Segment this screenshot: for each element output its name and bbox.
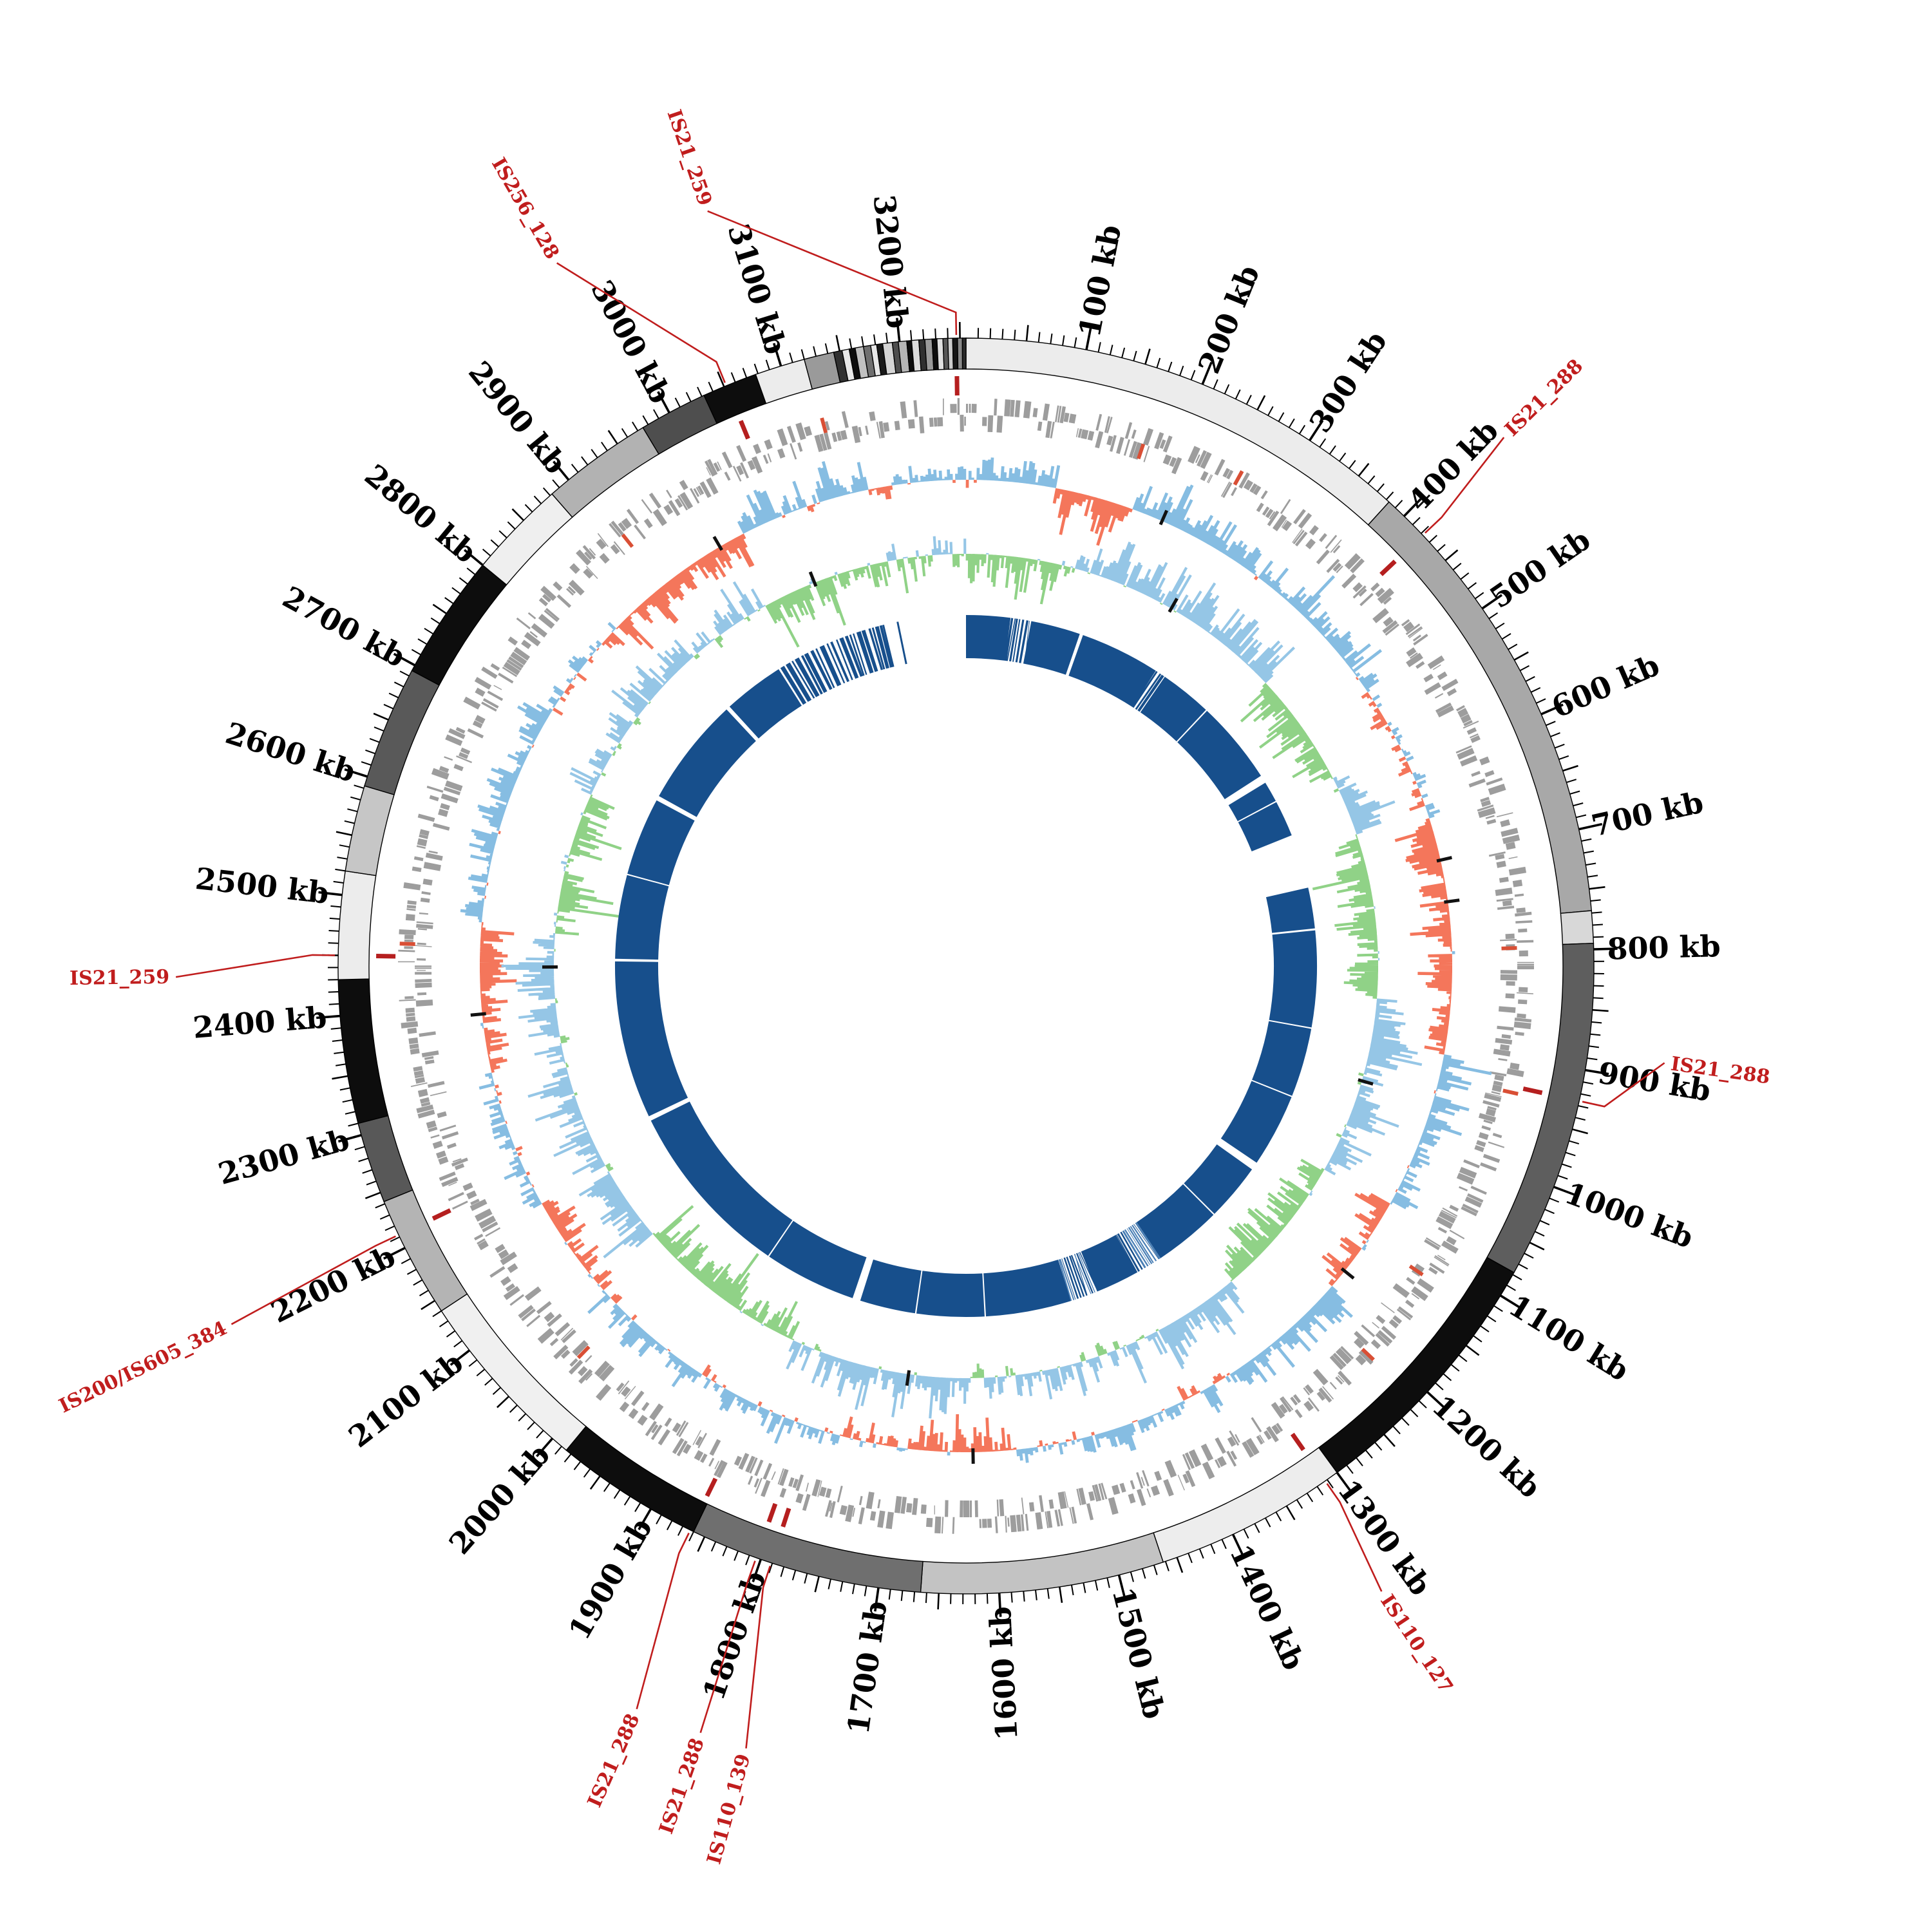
contig-segment	[551, 427, 659, 518]
is-label-connector	[707, 210, 958, 336]
gc-content-ring-black-marks	[470, 509, 1460, 1464]
is-element-label: IS21_259	[663, 107, 716, 209]
contig-segment	[1486, 942, 1595, 1273]
tick-label: 700 kb	[1588, 784, 1707, 843]
tick-label: 2200 kb	[265, 1238, 401, 1330]
gene-density-ring	[397, 398, 1535, 1534]
tick-label: 300 kb	[1303, 325, 1394, 439]
tick-label: 1300 kb	[1331, 1473, 1438, 1602]
contig-segment	[1560, 910, 1595, 945]
tick-label: 600 kb	[1547, 647, 1665, 724]
is-element-label: IS21_288	[1501, 355, 1587, 441]
tick-label: 3100 kb	[721, 220, 793, 358]
is-label-connector	[636, 1532, 690, 1710]
gene-tiles-reverse-thin	[416, 416, 1515, 1515]
is-label-connector	[175, 954, 336, 978]
gc-skew-ring	[501, 536, 1423, 1419]
coverage-ring	[614, 614, 1318, 1317]
gc-skew-ring-black-marks	[542, 571, 1374, 1386]
contig-segment	[345, 785, 395, 876]
tick-label: 1500 kb	[1106, 1584, 1172, 1722]
is-label-connector	[745, 1566, 772, 1749]
kb-tick-ring	[316, 317, 1618, 1617]
is-label-connector	[231, 1235, 396, 1325]
gc-content-ring	[460, 457, 1492, 1464]
is-label-connector	[699, 1560, 756, 1733]
coverage-ring-segments	[614, 614, 1318, 1317]
contig-band-ring	[337, 337, 1595, 1595]
tick-label: 2600 kb	[222, 715, 360, 789]
tick-label: 3000 kb	[584, 274, 678, 409]
is-label-connector	[1425, 437, 1505, 534]
is-element-label: IS200/IS605_384	[55, 1317, 231, 1417]
contig-segment	[920, 1532, 1164, 1595]
gc-skew-ring-negative	[554, 553, 1379, 1378]
coverage-ring-light-segments	[1058, 1222, 1161, 1302]
tick-label: 800 kb	[1607, 929, 1721, 967]
tick-label: 1400 kb	[1223, 1539, 1311, 1675]
tick-label: 500 kb	[1484, 522, 1597, 616]
tick-label: 1800 kb	[696, 1566, 773, 1704]
tick-label: 3200 kb	[867, 193, 916, 330]
tick-label: 2000 kb	[442, 1437, 557, 1561]
mid-ticks	[322, 321, 1609, 1610]
minor-ticks	[328, 328, 1605, 1605]
gc-content-ring-positive	[460, 457, 1492, 1463]
is-element-label: IS110_139	[703, 1752, 755, 1867]
tick-label: 200 kb	[1191, 260, 1266, 378]
tick-label: 2300 kb	[214, 1122, 353, 1191]
tick-label: 1100 kb	[1503, 1288, 1635, 1388]
tick-label: 1700 kb	[840, 1599, 893, 1737]
is-element-label: IS21_288	[583, 1710, 645, 1811]
tick-label: 1600 kb	[983, 1605, 1025, 1741]
major-ticks	[316, 317, 1618, 1617]
rna-gene-tiles	[399, 417, 1519, 1361]
contig-segment	[337, 870, 377, 980]
gene-tiles-reverse	[414, 415, 1517, 1518]
gene-tiles-forward	[397, 398, 1535, 1534]
tick-label: 2400 kb	[192, 999, 328, 1045]
is-element-label: IS110_127	[1376, 1591, 1457, 1698]
gene-tiles-forward-thin	[404, 403, 1528, 1528]
is-label-connector	[1582, 1062, 1665, 1108]
gc-skew-ring-positive	[501, 536, 1423, 1419]
contig-segment	[703, 374, 767, 424]
contig-segment	[957, 337, 963, 370]
gc-content-ring-negative	[479, 479, 1453, 1453]
tick-label: 2900 kb	[462, 355, 574, 480]
tick-label: 2500 kb	[194, 861, 331, 911]
tick-label: 1200 kb	[1425, 1388, 1548, 1505]
is-element-label: IS21_288	[655, 1735, 709, 1837]
tick-label: 2100 kb	[342, 1345, 469, 1454]
is-element-label: IS256_128	[487, 154, 564, 263]
is-label-connector	[556, 262, 726, 383]
tick-label: 1900 kb	[562, 1512, 659, 1645]
tick-label: 2700 kb	[277, 580, 412, 674]
contig-segment	[755, 359, 813, 404]
contig-segment	[961, 337, 967, 370]
tick-label: 100 kb	[1072, 222, 1128, 340]
is-position-ticks	[376, 376, 1543, 1528]
is-element-label: IS21_259	[70, 966, 170, 990]
contig-segment	[364, 670, 440, 795]
is-label-connector	[1326, 1483, 1383, 1592]
tick-label: 1000 kb	[1560, 1175, 1698, 1255]
tick-label: 2800 kb	[358, 457, 484, 569]
